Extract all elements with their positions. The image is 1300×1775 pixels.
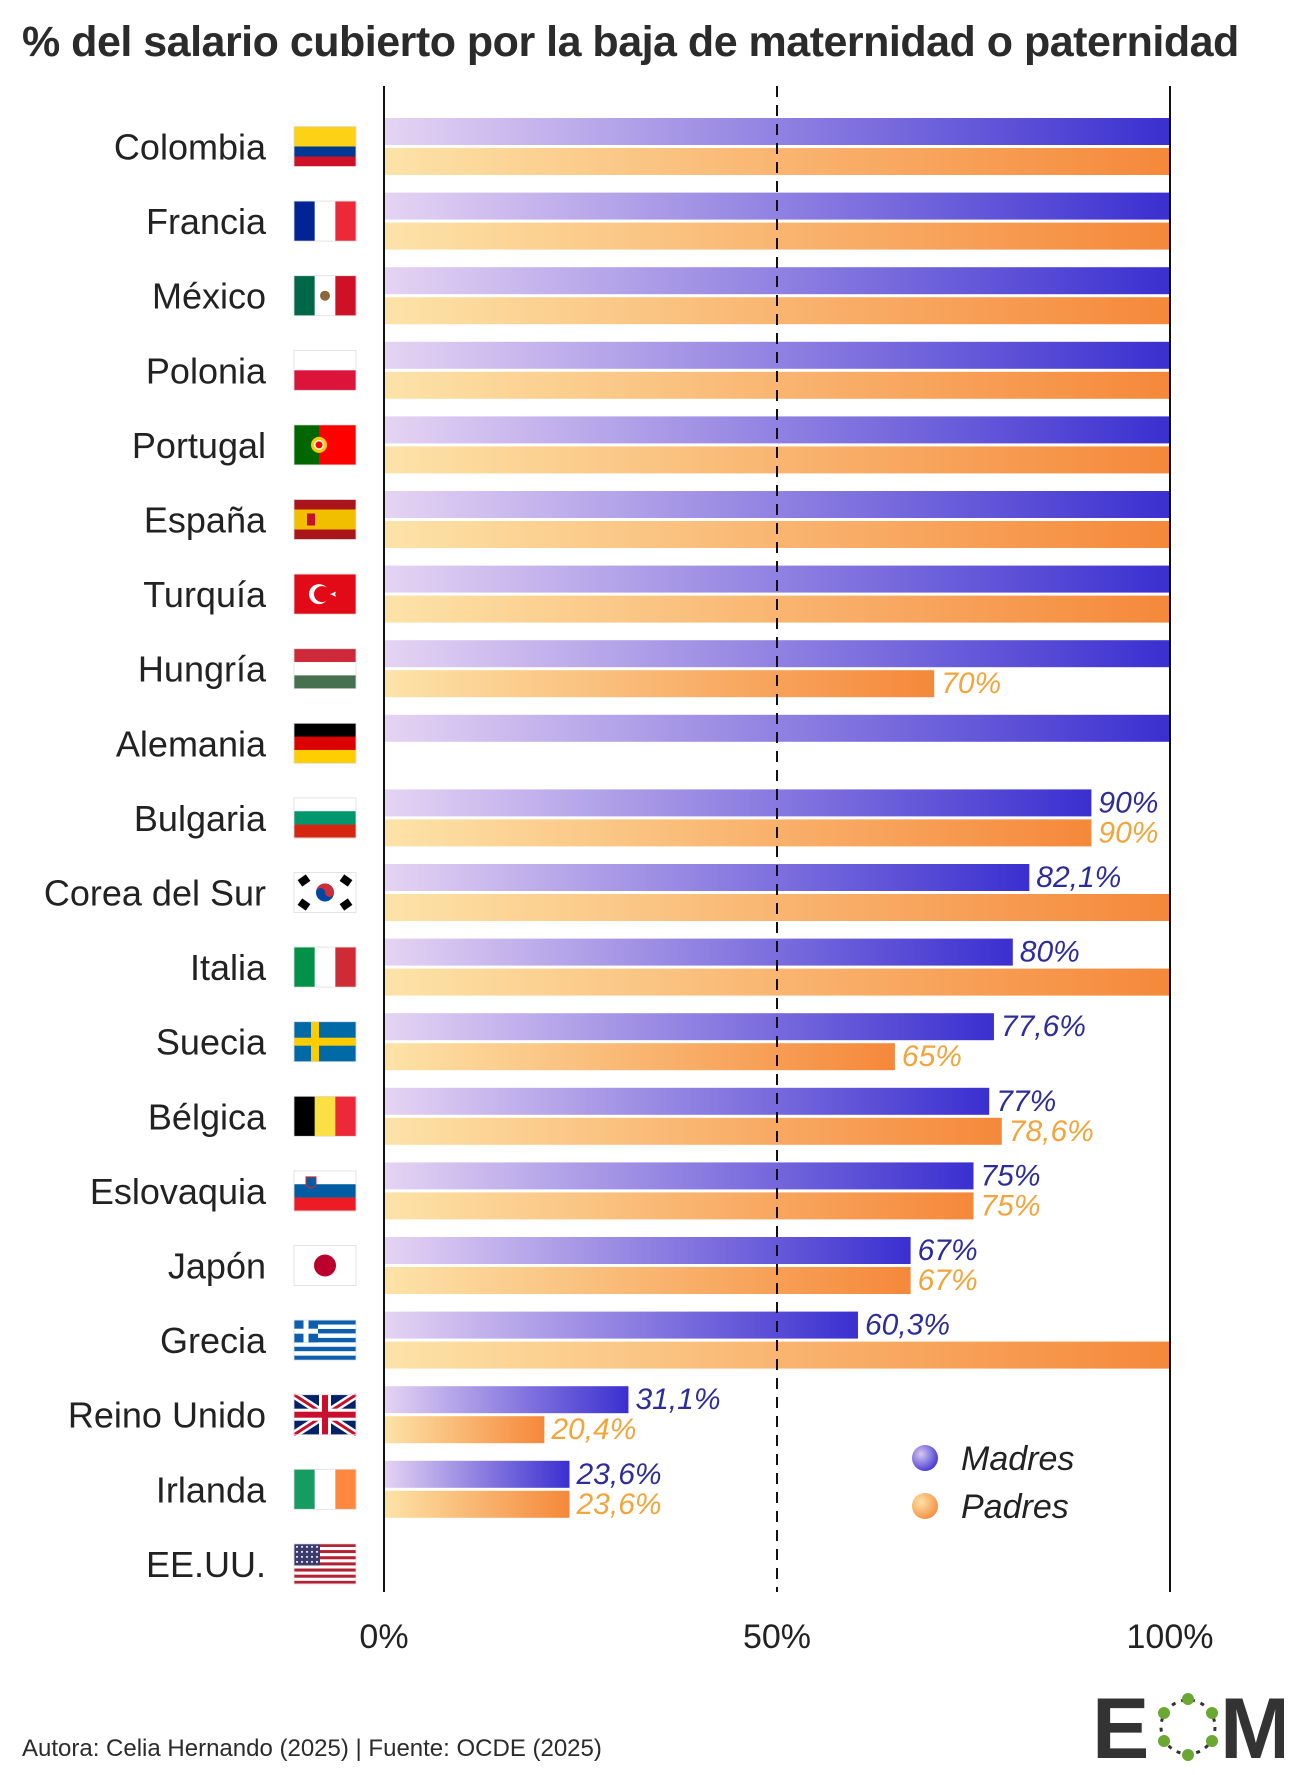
eom-logo: E M — [1092, 1686, 1284, 1764]
value-label-madres: 77,6% — [1001, 1010, 1086, 1043]
hungary-flag-icon — [293, 648, 357, 690]
value-label-madres: 90% — [1098, 786, 1158, 819]
country-label: Bulgaria — [134, 798, 267, 839]
ireland-flag-icon — [293, 1468, 357, 1510]
spain-flag-icon — [293, 499, 357, 540]
bar-madres — [384, 1013, 994, 1041]
bar-padres — [384, 1490, 570, 1518]
country-label: Portugal — [132, 425, 266, 466]
country-label: Grecia — [160, 1320, 267, 1361]
italy-flag-icon — [293, 946, 357, 988]
country-label: Italia — [190, 947, 267, 988]
value-label-padres: 70% — [941, 667, 1001, 700]
source-footer: Autora: Celia Hernando (2025) | Fuente: … — [22, 1735, 602, 1762]
value-label-padres: 67% — [918, 1264, 978, 1297]
bar-madres — [384, 1162, 974, 1190]
france-flag-icon — [293, 200, 357, 242]
greece-flag-icon — [293, 1319, 357, 1361]
country-label: Irlanda — [156, 1469, 267, 1510]
country-label: Francia — [146, 201, 267, 242]
value-label-madres: 60,3% — [865, 1309, 950, 1342]
value-label-madres: 31,1% — [635, 1383, 720, 1416]
bar-chart: Colombia Francia México Polonia Portugal Espa… — [44, 86, 1214, 1656]
value-label-padres: 90% — [1098, 816, 1158, 849]
value-label-padres: 75% — [981, 1189, 1041, 1222]
bar-padres — [384, 1117, 1002, 1145]
bar-padres — [384, 1043, 895, 1071]
bulgaria-flag-icon — [293, 797, 357, 839]
country-label: Eslovaquia — [90, 1171, 267, 1212]
legend-label-padres: Padres — [961, 1488, 1069, 1526]
value-label-madres: 75% — [981, 1159, 1041, 1192]
value-label-madres: 82,1% — [1036, 861, 1121, 894]
country-label: Hungría — [138, 649, 267, 690]
bar-padres — [384, 670, 935, 698]
bar-padres — [384, 1416, 545, 1444]
belgium-flag-icon — [293, 1095, 357, 1137]
legend-marker-padres — [912, 1493, 938, 1519]
country-label: Reino Unido — [68, 1395, 266, 1436]
bar-madres — [384, 1087, 990, 1115]
value-label-padres: 65% — [902, 1040, 962, 1073]
usa-flag-icon — [293, 1543, 357, 1585]
country-label: Bélgica — [148, 1096, 267, 1137]
value-label-padres: 23,6% — [575, 1488, 661, 1521]
mexico-flag-icon — [293, 275, 357, 317]
country-label: Corea del Sur — [44, 873, 266, 914]
x-tick-label: 0% — [359, 1618, 408, 1656]
germany-flag-icon — [293, 722, 357, 764]
value-label-madres: 23,6% — [575, 1458, 661, 1491]
sweden-flag-icon — [293, 1021, 357, 1063]
colombia-flag-icon — [293, 126, 357, 167]
turkey-flag-icon — [293, 573, 357, 615]
bar-madres — [384, 864, 1030, 891]
country-label: Turquía — [143, 574, 267, 615]
bar-padres — [384, 1267, 911, 1294]
legend-marker-madres — [912, 1445, 938, 1471]
country-label: EE.UU. — [146, 1544, 266, 1585]
united-kingdom-flag-icon — [291, 1391, 359, 1439]
bar-madres — [384, 938, 1013, 966]
svg-text:E: E — [1092, 1686, 1149, 1764]
bar-padres — [384, 819, 1092, 847]
country-label: México — [152, 276, 266, 317]
country-label: Alemania — [116, 723, 267, 764]
bar-padres — [384, 1192, 974, 1220]
bar-madres — [384, 789, 1092, 817]
japan-flag-icon — [293, 1245, 357, 1286]
country-label: Suecia — [156, 1022, 267, 1063]
x-tick-label: 50% — [743, 1618, 811, 1656]
country-label: Colombia — [114, 127, 267, 168]
svg-text:M: M — [1220, 1686, 1284, 1764]
value-label-padres: 20,4% — [550, 1413, 636, 1446]
value-label-padres: 78,6% — [1009, 1115, 1094, 1148]
country-label: Japón — [168, 1246, 266, 1287]
chart-title: % del salario cubierto por la baja de ma… — [22, 18, 1239, 66]
legend-label-madres: Madres — [961, 1440, 1074, 1478]
slovenia-flag-icon — [293, 1170, 357, 1212]
bar-madres — [384, 1311, 858, 1339]
value-label-madres: 77% — [996, 1085, 1056, 1118]
bar-madres — [384, 1460, 570, 1488]
x-tick-label: 100% — [1127, 1618, 1214, 1656]
bar-madres — [384, 1237, 911, 1264]
value-label-madres: 80% — [1020, 936, 1080, 969]
south-korea-flag-icon — [293, 872, 357, 913]
bar-madres — [384, 1386, 629, 1414]
country-label: España — [144, 500, 267, 541]
country-label: Polonia — [146, 350, 267, 391]
value-label-madres: 67% — [918, 1234, 978, 1267]
portugal-flag-icon — [293, 424, 357, 466]
poland-flag-icon — [293, 349, 357, 391]
